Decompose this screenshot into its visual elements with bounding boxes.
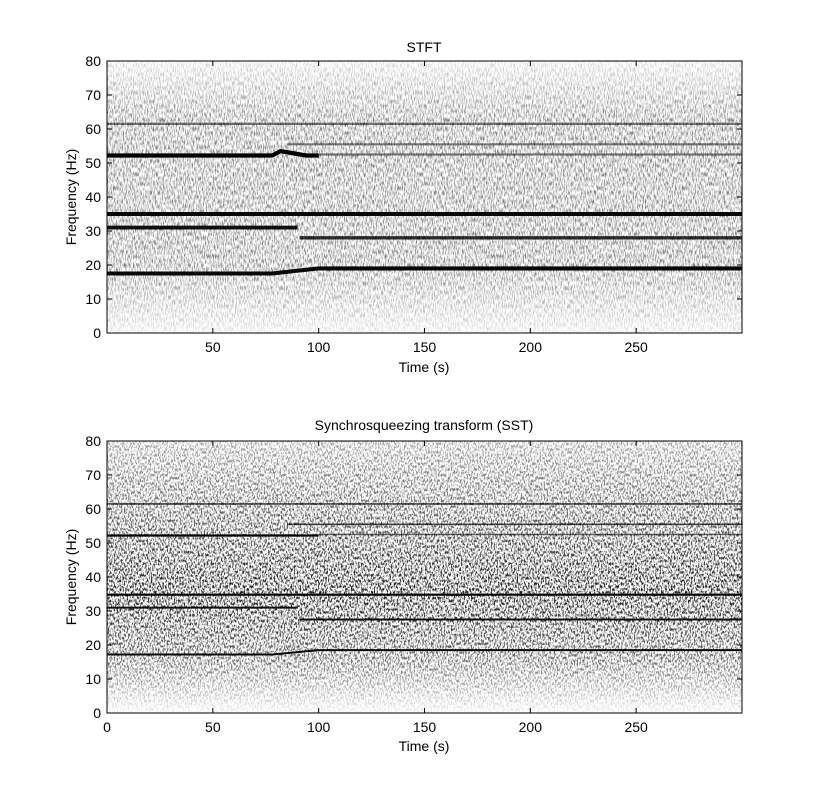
stft-x-ticks: 50 100 150 200 250: [205, 61, 648, 355]
stft-ridges: [107, 122, 742, 276]
stft-y-tick-label: 80: [85, 53, 101, 69]
stft-y-ticks: 0 10 20 30 40 50 60 70 80: [85, 53, 742, 341]
sst-y-tick-label: 70: [85, 467, 101, 483]
stft-x-tick-label: 150: [413, 339, 437, 355]
sst-x-tick-label: 100: [307, 719, 331, 735]
sst-y-tick-label: 0: [93, 705, 101, 721]
sst-y-ticks: 0 10 20 30 40 50 60 70 80: [85, 433, 742, 721]
sst-y-tick-label: 10: [85, 671, 101, 687]
sst-y-tick-label: 80: [85, 433, 101, 449]
sst-x-tick-label: 250: [624, 719, 648, 735]
sst-x-tick-label: 50: [205, 719, 221, 735]
stft-x-tick-label: 50: [205, 339, 221, 355]
stft-ridge: [107, 266, 742, 276]
stft-title: STFT: [407, 39, 442, 55]
sst-y-axis-label: Frequency (Hz): [63, 529, 79, 625]
sst-x-tick-label: 0: [103, 719, 111, 735]
stft-y-tick-label: 70: [85, 87, 101, 103]
stft-y-tick-label: 60: [85, 121, 101, 137]
sst-x-tick-label: 200: [519, 719, 543, 735]
stft-y-tick-label: 0: [93, 325, 101, 341]
sst-x-tick-label: 150: [413, 719, 437, 735]
sst-x-axis-label: Time (s): [399, 738, 450, 754]
stft-x-tick-label: 100: [307, 339, 331, 355]
stft-y-tick-label: 40: [85, 189, 101, 205]
stft-y-tick-label: 30: [85, 223, 101, 239]
sst-y-tick-label: 30: [85, 603, 101, 619]
sst-x-ticks: 0 50 100 150 200 250: [103, 441, 648, 735]
stft-x-axis-label: Time (s): [399, 359, 450, 375]
sst-y-tick-label: 60: [85, 501, 101, 517]
stft-x-tick-label: 200: [519, 339, 543, 355]
stft-y-tick-label: 20: [85, 257, 101, 273]
sst-y-tick-label: 20: [85, 637, 101, 653]
sst-y-tick-label: 40: [85, 569, 101, 585]
sst-ridges: [107, 503, 742, 656]
stft-x-tick-label: 250: [624, 339, 648, 355]
stft-panel: 50 100 150 200 250 0 10 20 30 40 50 60 70 80 STFT Ti…: [63, 39, 743, 375]
stft-plot-area: [107, 61, 742, 333]
stft-y-tick-label: 50: [85, 155, 101, 171]
stft-ridge: [107, 148, 319, 158]
sst-plot-area: [107, 441, 742, 713]
stft-y-tick-label: 10: [85, 291, 101, 307]
sst-ridge: [107, 649, 742, 656]
sst-y-tick-label: 50: [85, 535, 101, 551]
sst-title: Synchrosqueezing transform (SST): [315, 417, 534, 433]
stft-y-axis-label: Frequency (Hz): [63, 149, 79, 245]
sst-panel: 0 50 100 150 200 250 0 10 20 30 40 50 60 70 80 Synchr…: [63, 417, 743, 754]
